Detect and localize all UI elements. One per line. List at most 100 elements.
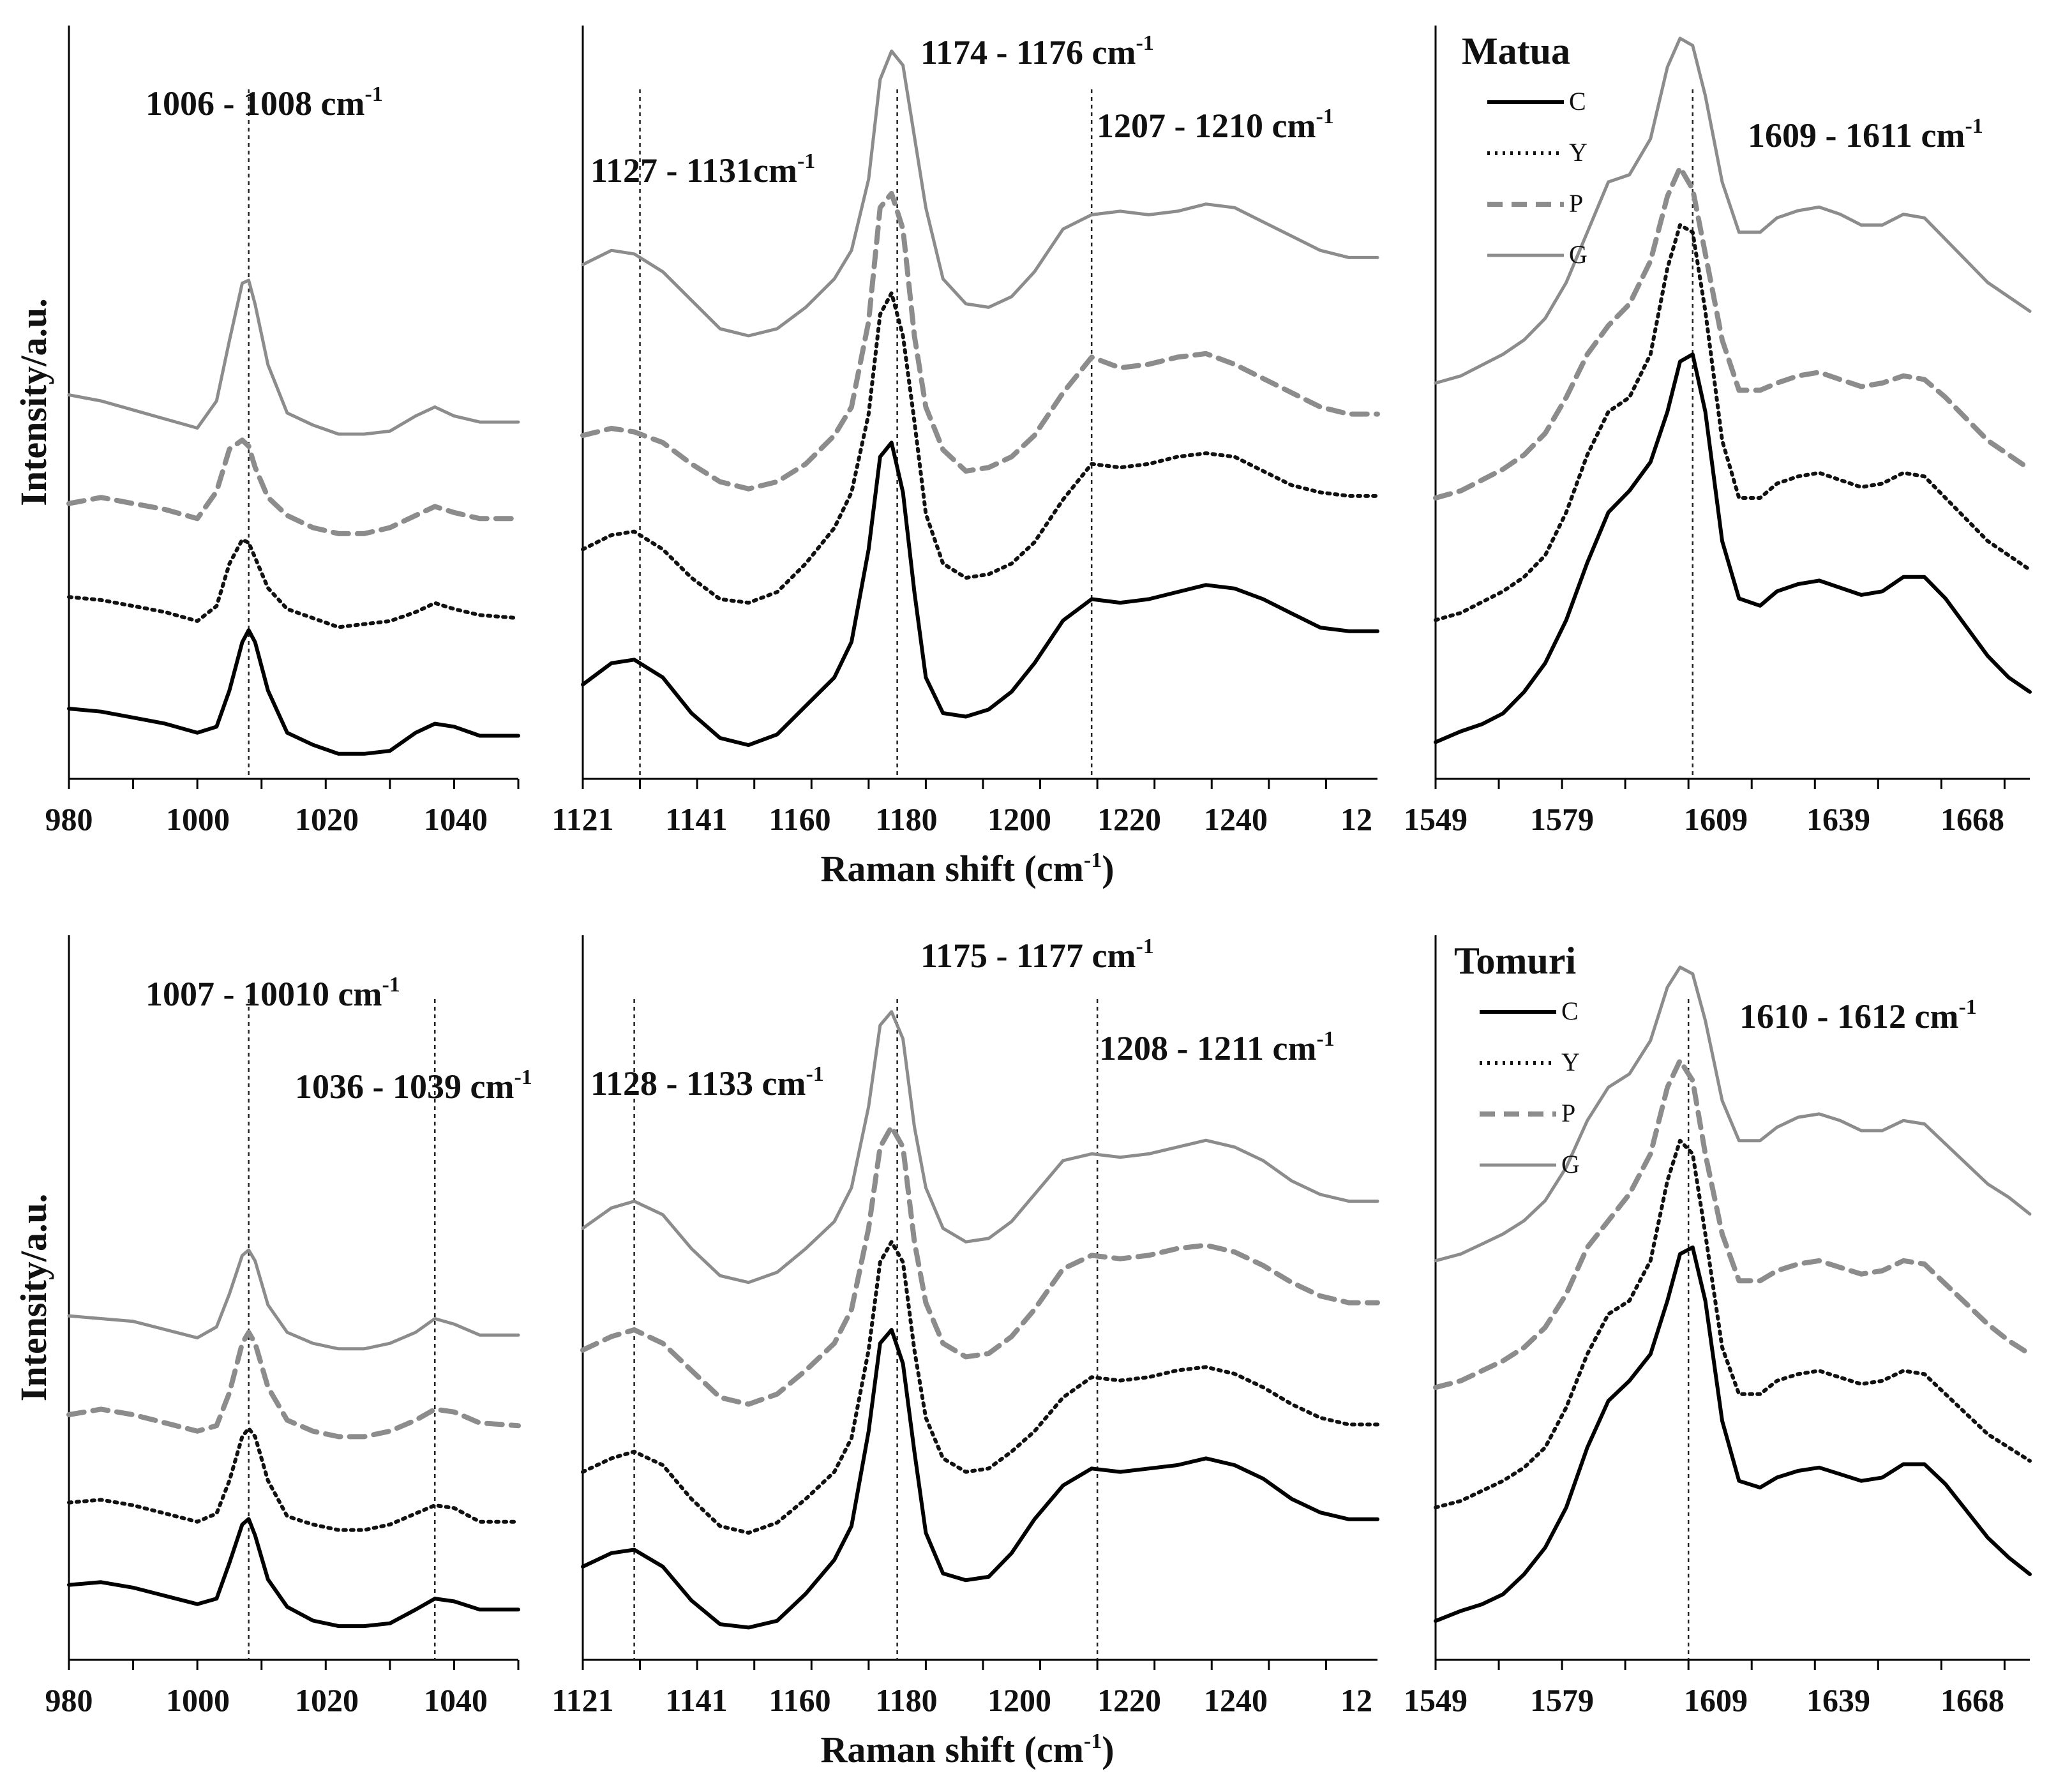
x-tick-label: 1579 (1530, 1682, 1594, 1718)
peak-label-main: 1006 - 1008 cm (146, 84, 364, 123)
legend-entry-C: C (1569, 87, 1586, 116)
x-tick-label-main: 1000 (166, 801, 230, 837)
x-tick-label-main: 1579 (1530, 801, 1594, 837)
peak-label: 1610 - 1612 cm-1 (1739, 995, 1977, 1035)
series-line-P (1433, 1058, 2032, 1390)
peak-label-superscript: -1 (1316, 1027, 1334, 1051)
legend-entry-Y: Y (1569, 138, 1587, 167)
peak-label: 1036 - 1039 cm-1 (295, 1065, 532, 1106)
series-line-C (1434, 1245, 2032, 1623)
legend-entry-G: G (1561, 1150, 1580, 1178)
legend-title: Tomuri (1454, 940, 1576, 982)
x-tick-label-main: 1180 (875, 801, 937, 837)
x-axis-title-end: ) (1102, 1729, 1114, 1770)
x-tick-label-main: 1121 (552, 801, 613, 837)
x-tick-label: 1549 (1404, 801, 1467, 837)
x-tick-label: 1020 (295, 1682, 359, 1718)
series-line-G (1434, 965, 2032, 1263)
peak-label-main: 1174 - 1176 cm (920, 33, 1136, 72)
panel-3: 1549 1579 1609 1639 1668 1609 - 1611 cm-1 Matu… (1404, 26, 2032, 837)
series-line-P (66, 1330, 521, 1440)
series-line-G (581, 49, 1379, 338)
peak-label: 1128 - 1133 cm-1 (590, 1062, 824, 1103)
x-tick-label: 12 (1340, 801, 1372, 837)
peak-label-main: 1610 - 1612 cm (1739, 997, 1958, 1035)
peak-label-main: 1007 - 10010 cm (146, 975, 382, 1013)
x-tick-label: 1040 (424, 801, 488, 837)
x-tick-label: 1160 (769, 801, 830, 837)
x-tick-label: 1200 (987, 801, 1051, 837)
series-line-P (1433, 165, 2032, 501)
x-tick-label: 1141 (665, 1682, 727, 1718)
peak-label: 1207 - 1210 cm-1 (1097, 105, 1334, 145)
y-axis-title: Intensity/a.u. (13, 1194, 54, 1402)
x-tick-label: 1668 (1940, 1682, 2004, 1718)
x-tick-label: 1180 (875, 801, 937, 837)
series-line-C (1434, 352, 2032, 744)
x-tick-label: 1579 (1530, 801, 1594, 837)
x-tick-label: 1000 (166, 1682, 230, 1718)
peak-label-superscript: -1 (806, 1062, 823, 1086)
x-tick-label-main: 1121 (552, 1682, 613, 1718)
peak-label-main: 1127 - 1131cm (590, 151, 797, 190)
peak-label: 1609 - 1611 cm-1 (1748, 114, 1983, 154)
x-axis-title-superscript: -1 (1084, 848, 1102, 872)
x-tick-label: 980 (45, 801, 93, 837)
peak-label: 1208 - 1211 cm-1 (1099, 1027, 1335, 1067)
series-line-P (580, 1124, 1380, 1407)
x-axis-title-main: Raman shift (cm (821, 1729, 1084, 1770)
x-tick-label: 12 (1340, 1682, 1372, 1718)
x-axis-title-superscript: -1 (1084, 1729, 1102, 1753)
x-tick-label-main: 1639 (1806, 1682, 1870, 1718)
series-line-Y (67, 538, 520, 629)
x-tick-label-main: 1549 (1404, 801, 1467, 837)
x-tick-label: 1121 (552, 801, 613, 837)
peak-label-superscript: -1 (1136, 935, 1153, 958)
peak-label-main: 1036 - 1039 cm (295, 1067, 514, 1106)
peak-label-main: 1609 - 1611 cm (1748, 116, 1965, 154)
series-line-G (1434, 36, 2032, 385)
series-line-C (581, 1328, 1379, 1630)
series-line-Y (581, 1240, 1379, 1535)
x-tick-label: 1639 (1806, 801, 1870, 837)
x-tick-label: 1549 (1404, 1682, 1467, 1718)
peak-label-main: 1207 - 1210 cm (1097, 107, 1316, 145)
x-tick-label: 1200 (987, 1682, 1051, 1718)
y-axis-title: Intensity/a.u. (13, 298, 54, 506)
peak-label-superscript: -1 (514, 1065, 532, 1089)
x-axis-title: Raman shift (cm-1) (821, 1729, 1115, 1770)
x-tick-label-main: 1668 (1940, 801, 2004, 837)
x-tick-label: 1220 (1097, 801, 1161, 837)
x-tick-label-main: 1160 (769, 1682, 830, 1718)
x-tick-label-main: 12 (1340, 801, 1372, 837)
x-tick-label-main: 1200 (987, 801, 1051, 837)
peak-label-superscript: -1 (1965, 114, 1983, 138)
series-line-G (67, 278, 520, 436)
peak-label-superscript: -1 (382, 973, 400, 997)
x-tick-label: 1668 (1940, 801, 2004, 837)
peak-label: 1174 - 1176 cm-1 (920, 31, 1154, 72)
x-tick-label-main: 1180 (875, 1682, 937, 1718)
series-line-G (67, 1248, 520, 1351)
peak-label-superscript: -1 (1136, 31, 1153, 55)
legend-entry-P: P (1561, 1099, 1575, 1127)
x-tick-label: 1121 (552, 1682, 613, 1718)
legend-entry-Y: Y (1561, 1048, 1580, 1076)
x-tick-label-main: 1020 (295, 1682, 359, 1718)
x-tick-label-main: 1240 (1204, 1682, 1268, 1718)
peak-label-superscript: -1 (1958, 995, 1976, 1019)
series-line-Y (1434, 1138, 2032, 1510)
x-tick-label: 1240 (1204, 1682, 1268, 1718)
x-tick-label-main: 1220 (1097, 801, 1161, 837)
peak-label-main: 1128 - 1133 cm (590, 1064, 806, 1103)
x-tick-label: 1160 (769, 1682, 830, 1718)
peak-label-superscript: -1 (364, 82, 382, 106)
x-tick-label: 980 (45, 1682, 93, 1718)
x-tick-label-main: 1579 (1530, 1682, 1594, 1718)
panel-5: 1121 1141 1160 1180 1200 1220 1240 12 Raman shif… (552, 935, 1380, 1770)
legend-entry-C: C (1561, 997, 1579, 1025)
legend-title: Matua (1462, 30, 1570, 72)
x-tick-label-main: 12 (1340, 1682, 1372, 1718)
x-tick-label-main: 1040 (424, 1682, 488, 1718)
